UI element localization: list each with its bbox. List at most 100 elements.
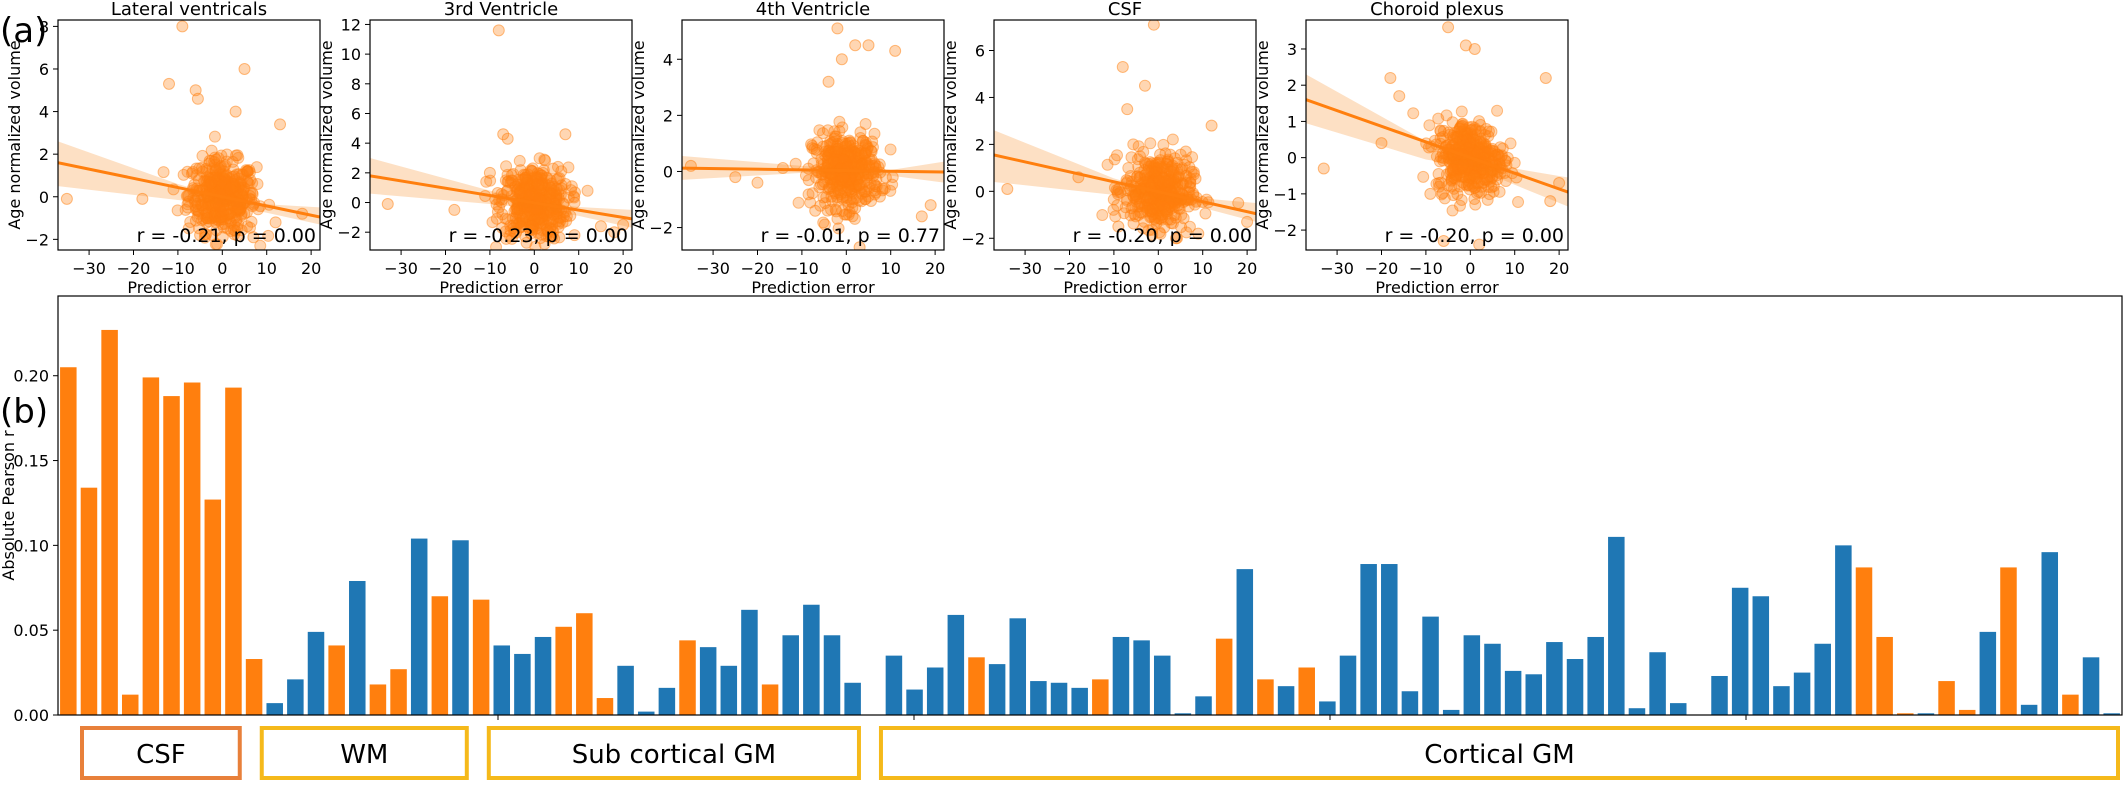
scatter-point: [1463, 171, 1476, 184]
scatter-point: [554, 212, 567, 225]
scatter-point: [554, 189, 567, 202]
scatter-point: [836, 153, 849, 166]
scatter-point: [1493, 185, 1506, 198]
scatter-point: [1159, 175, 1172, 188]
scatter-point: [1451, 131, 1464, 144]
scatter-point: [863, 181, 876, 194]
scatter-point: [1146, 202, 1159, 215]
scatter-point: [1447, 171, 1460, 184]
scatter-point: [202, 215, 215, 228]
scatter-point: [858, 147, 871, 160]
scatter-point: [844, 151, 857, 164]
scatter-point: [751, 176, 764, 189]
scatter-point: [776, 162, 789, 175]
scatter-point: [1478, 148, 1491, 161]
bar: [1277, 686, 1295, 715]
scatter-point: [208, 179, 221, 192]
scatter-point: [842, 181, 855, 194]
scatter-point: [510, 216, 523, 229]
bar: [225, 387, 242, 715]
y-tick-label: 0.00: [13, 706, 49, 725]
scatter-point: [860, 145, 873, 158]
scatter-point: [839, 186, 852, 199]
scatter-point: [1153, 195, 1166, 208]
scatter-point: [849, 39, 862, 52]
scatter-point: [848, 212, 861, 225]
bar: [1009, 618, 1027, 715]
scatter-point: [836, 173, 849, 186]
scatter-point: [508, 205, 521, 218]
scatter-point: [250, 161, 263, 174]
scatter-point: [1107, 193, 1120, 206]
scatter-point: [217, 182, 230, 195]
scatter-point: [1471, 139, 1484, 152]
scatter-point: [1126, 199, 1139, 212]
scatter-point: [1442, 152, 1455, 165]
scatter-point: [845, 185, 858, 198]
scatter-point: [1137, 222, 1150, 235]
scatter-point: [1141, 199, 1154, 212]
scatter-point: [1138, 79, 1151, 92]
scatter-point: [1169, 177, 1182, 190]
scatter-point: [837, 171, 850, 184]
scatter-point: [526, 215, 539, 228]
scatter-point: [535, 223, 548, 236]
scatter-point: [1474, 126, 1487, 139]
scatter-point: [1139, 172, 1152, 185]
scatter-point: [827, 173, 840, 186]
bar: [472, 599, 490, 715]
scatter-point: [209, 196, 222, 209]
scatter-point: [1433, 180, 1446, 193]
scatter-point: [171, 204, 184, 217]
scatter-point: [228, 180, 241, 193]
axes-frame: [1305, 19, 1569, 251]
scatter-point: [1450, 130, 1463, 143]
scatter-point: [1152, 197, 1165, 210]
scatter-point: [808, 143, 821, 156]
bar: [2041, 552, 2059, 715]
scatter-point: [1138, 215, 1151, 228]
scatter-point: [208, 155, 221, 168]
scatter-point: [848, 150, 861, 163]
scatter-point: [232, 181, 245, 194]
scatter-point: [831, 140, 844, 153]
bar: [369, 684, 387, 715]
scatter-point: [844, 136, 857, 149]
scatter-point: [850, 155, 863, 168]
scatter-point: [1423, 119, 1436, 132]
scatter-point: [1161, 175, 1174, 188]
scatter-point: [501, 168, 514, 181]
scatter-point: [1472, 176, 1485, 189]
scatter-point: [829, 156, 842, 169]
scatter-point: [226, 155, 239, 168]
scatter-point: [211, 213, 224, 226]
scatter-point: [511, 205, 524, 218]
bar: [1030, 681, 1047, 715]
scatter-point: [226, 170, 239, 183]
scatter-point: [851, 175, 864, 188]
scatter-point: [191, 92, 204, 105]
scatter-point: [513, 154, 526, 167]
scatter-point: [553, 183, 566, 196]
scatter-point: [831, 137, 844, 150]
scatter-point: [1437, 124, 1450, 137]
scatter-point: [819, 145, 832, 158]
scatter-point: [221, 176, 234, 189]
bar: [266, 703, 283, 715]
scatter-point: [1154, 227, 1167, 240]
scatter-point: [232, 202, 245, 215]
scatter-point: [1162, 198, 1175, 211]
scatter-point: [202, 198, 215, 211]
scatter-point: [522, 215, 535, 228]
scatter-point: [528, 208, 541, 221]
scatter-point: [1470, 170, 1483, 183]
scatter-point: [539, 154, 552, 167]
scatter-point: [508, 226, 521, 239]
scatter-point: [1481, 171, 1494, 184]
scatter-point: [836, 179, 849, 192]
scatter-point: [1156, 162, 1169, 175]
scatter-point: [1175, 177, 1188, 190]
scatter-point: [1454, 160, 1467, 173]
y-tick-label: 3: [1287, 40, 1297, 59]
scatter-point: [1454, 163, 1467, 176]
